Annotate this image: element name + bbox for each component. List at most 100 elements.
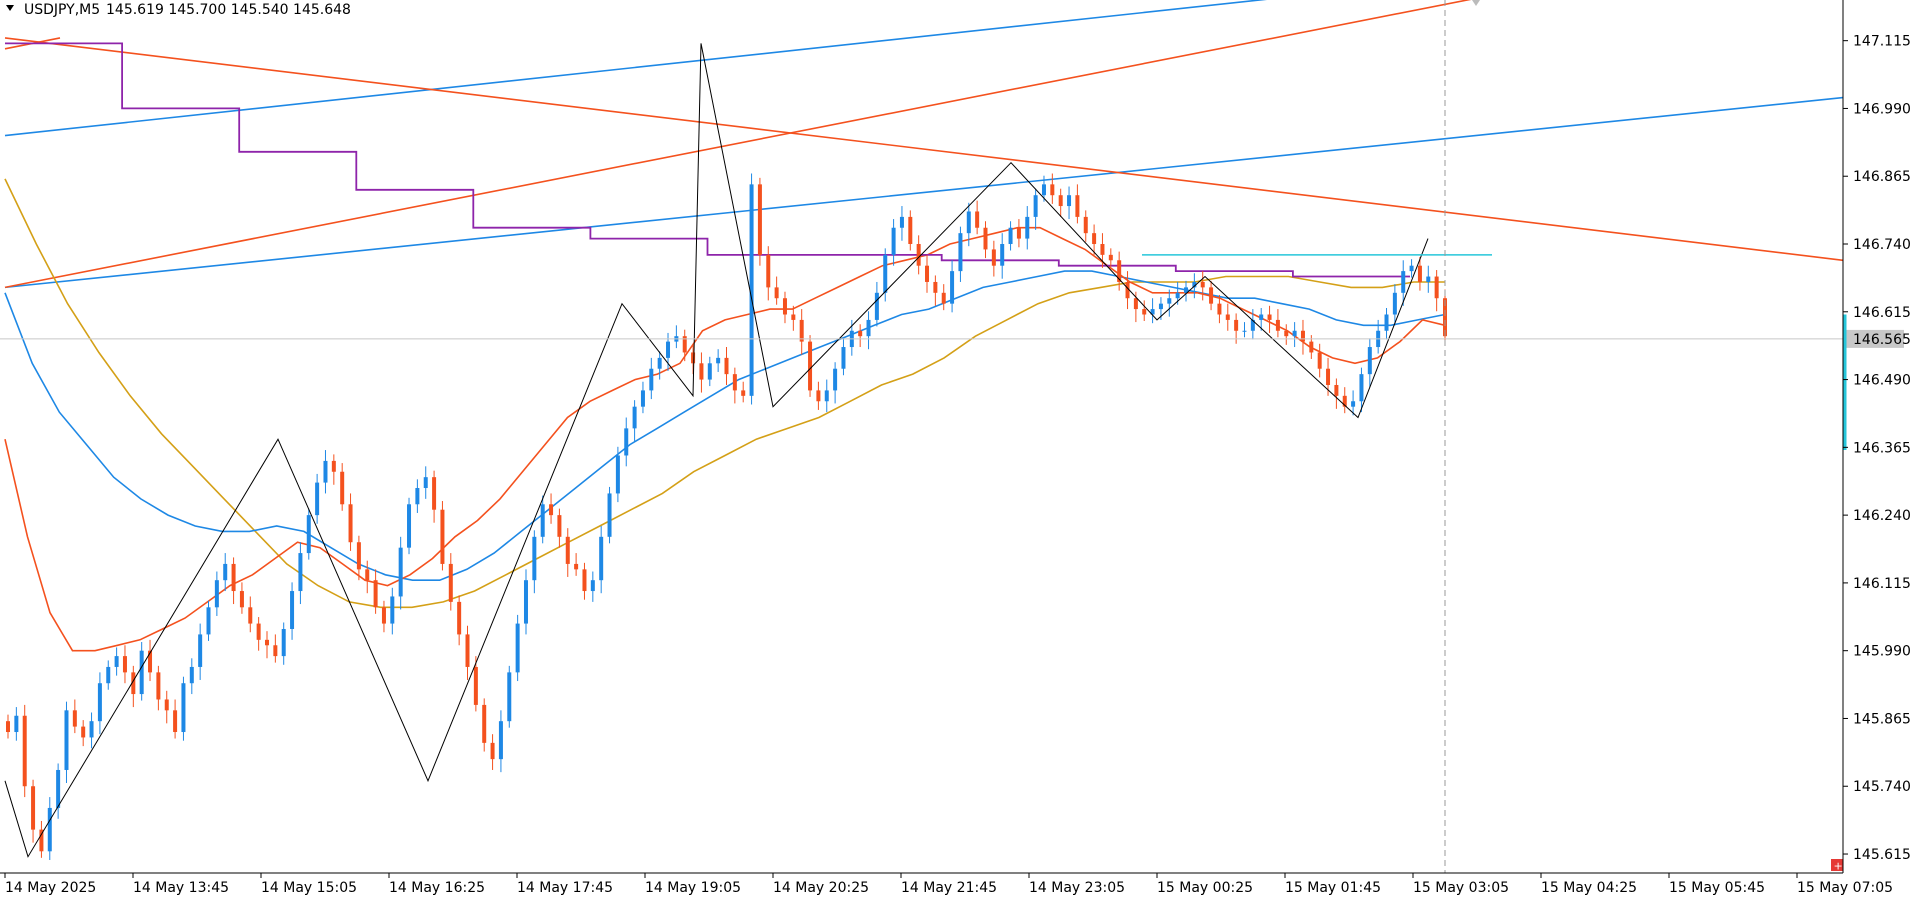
candle-body bbox=[423, 477, 428, 489]
candle-body bbox=[958, 233, 963, 272]
candle-body bbox=[766, 254, 771, 288]
candle-body bbox=[858, 330, 863, 337]
candle-body bbox=[1083, 216, 1088, 234]
candle bbox=[306, 508, 311, 560]
candle-body bbox=[599, 536, 604, 581]
candle-body bbox=[1150, 309, 1155, 315]
candle-body bbox=[1158, 303, 1163, 310]
candle bbox=[983, 221, 988, 259]
candle bbox=[615, 446, 620, 503]
candle bbox=[515, 614, 520, 682]
candle-body bbox=[281, 628, 286, 657]
candle-body bbox=[716, 357, 721, 364]
candle-body bbox=[1025, 216, 1030, 239]
candle-body bbox=[1275, 319, 1280, 331]
candle bbox=[599, 525, 604, 594]
candle-body bbox=[1050, 184, 1055, 196]
x-tick-label-8: 14 May 23:05 bbox=[1029, 880, 1125, 896]
candle bbox=[148, 639, 153, 682]
candle bbox=[423, 466, 428, 499]
candle-body bbox=[1342, 395, 1347, 407]
candle bbox=[1334, 378, 1339, 409]
x-tick-label-1: 14 May 13:45 bbox=[133, 880, 229, 896]
indicator-lines bbox=[4, 42, 1446, 652]
candle-body bbox=[666, 341, 671, 358]
candle bbox=[264, 631, 269, 659]
candle bbox=[6, 714, 10, 739]
candle bbox=[1083, 210, 1088, 242]
y-tick-label-1: 146.990 bbox=[1853, 101, 1911, 117]
candle-body bbox=[482, 704, 487, 743]
candle bbox=[682, 329, 687, 362]
candle-body bbox=[448, 563, 453, 602]
candle bbox=[1058, 188, 1063, 217]
candle-body bbox=[264, 639, 269, 646]
candle-body bbox=[1092, 233, 1097, 245]
add-button[interactable] bbox=[1831, 859, 1843, 871]
candle bbox=[540, 495, 545, 544]
candle-body bbox=[925, 265, 930, 282]
candle bbox=[1092, 224, 1097, 255]
candle bbox=[223, 553, 228, 592]
candle bbox=[390, 587, 395, 635]
candle bbox=[975, 200, 980, 235]
candle-body bbox=[1409, 265, 1414, 272]
y-tick-label-3: 146.740 bbox=[1853, 237, 1911, 253]
y-tick-label-10: 145.865 bbox=[1853, 711, 1911, 727]
candle bbox=[239, 582, 244, 614]
candle bbox=[766, 246, 771, 301]
candle bbox=[816, 381, 821, 410]
candle bbox=[966, 202, 971, 247]
trendline-red-rising[interactable] bbox=[4, 0, 1550, 289]
trendline-red-falling[interactable] bbox=[4, 37, 1844, 262]
candle bbox=[1142, 300, 1147, 322]
candle-body bbox=[72, 710, 77, 727]
candle-body bbox=[1175, 292, 1180, 299]
plot-area[interactable] bbox=[0, 0, 1843, 873]
candle-body bbox=[841, 347, 846, 369]
stepline bbox=[5, 42, 1410, 278]
candle-body bbox=[1384, 314, 1389, 331]
candle bbox=[1217, 294, 1222, 324]
x-tick-label-11: 15 May 03:05 bbox=[1413, 880, 1509, 896]
candle-body bbox=[632, 406, 637, 429]
candle bbox=[716, 349, 721, 372]
zigzag bbox=[4, 43, 1429, 858]
trendlines[interactable] bbox=[4, 0, 1844, 289]
y-tick-label-8: 146.115 bbox=[1853, 576, 1911, 592]
candle bbox=[181, 676, 186, 741]
candle-body bbox=[340, 471, 345, 505]
candle bbox=[365, 560, 370, 594]
candle bbox=[173, 699, 178, 739]
candle bbox=[774, 276, 779, 305]
ema-slow-line bbox=[4, 178, 1445, 609]
candle bbox=[1075, 184, 1080, 224]
candle bbox=[81, 720, 86, 747]
trendline-blue-lower[interactable] bbox=[4, 96, 1844, 289]
candle bbox=[523, 569, 528, 635]
candle-body bbox=[473, 666, 478, 705]
candle-body bbox=[983, 227, 988, 250]
candle bbox=[131, 665, 136, 708]
candle-body bbox=[808, 341, 813, 391]
collapse-triangle-icon[interactable] bbox=[6, 5, 14, 11]
candle-body bbox=[624, 428, 629, 456]
candle-body bbox=[14, 715, 19, 733]
candle-body bbox=[356, 542, 361, 570]
candle-body bbox=[89, 721, 94, 738]
candle bbox=[348, 493, 353, 551]
candle-body bbox=[106, 666, 111, 684]
y-tick-label-11: 145.740 bbox=[1853, 779, 1911, 795]
candle-body bbox=[1250, 319, 1255, 331]
trendline-blue-upper[interactable] bbox=[4, 0, 1360, 137]
candle-body bbox=[1351, 401, 1356, 407]
candle-body bbox=[39, 829, 44, 852]
candle-body bbox=[540, 504, 545, 537]
candle-body bbox=[1167, 298, 1172, 304]
candle bbox=[206, 600, 211, 641]
candle bbox=[39, 820, 44, 858]
candle bbox=[607, 486, 612, 544]
